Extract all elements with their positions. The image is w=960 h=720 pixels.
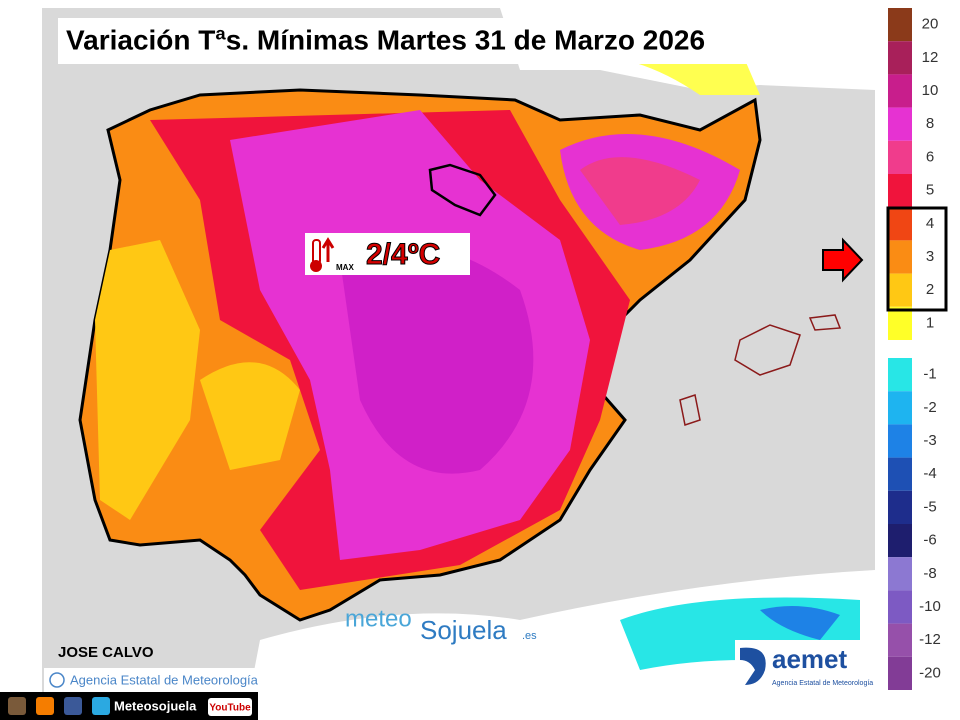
instagram-icon xyxy=(8,697,26,715)
legend-label: 4 xyxy=(926,215,934,232)
legend-swatch xyxy=(888,524,912,558)
legend-label: 10 xyxy=(922,82,939,99)
center-zone xyxy=(340,245,534,474)
pointer-arrow xyxy=(822,237,864,283)
extremadura-warm xyxy=(200,362,300,470)
callout-icon-label: MAX xyxy=(336,263,354,272)
legend-label: -3 xyxy=(923,432,936,449)
legend-label: -12 xyxy=(919,631,941,648)
la-rioja xyxy=(428,163,497,217)
youtube-label: YouTube xyxy=(209,703,251,714)
legend-label: -5 xyxy=(923,498,936,515)
legend: 20 12 10 8 6 5 4 3 2 1 -1 -2 -3 -4 -5 -6 -8 -10 -12 -20 xyxy=(888,8,941,690)
social-handle: Meteosojuela xyxy=(114,698,197,713)
legend-label: 20 xyxy=(922,16,939,33)
logo-name: aemet xyxy=(772,644,847,674)
watermark-sojuela: Sojuela xyxy=(420,615,507,645)
legend-swatch xyxy=(888,8,912,42)
legend-label: 2 xyxy=(926,281,934,298)
legend-swatch xyxy=(888,207,912,241)
title: Variación Tªs. Mínimas Martes 31 de Marz… xyxy=(66,24,705,55)
author: JOSE CALVO xyxy=(58,644,154,661)
copyright-icon xyxy=(49,672,65,688)
facebook-icon xyxy=(64,697,82,715)
legend-swatch xyxy=(888,623,912,657)
legend-swatch xyxy=(888,358,912,392)
legend-swatch xyxy=(888,273,912,307)
legend-label: -10 xyxy=(919,598,941,615)
legend-swatch xyxy=(888,424,912,458)
logo-mark xyxy=(740,647,766,685)
legend-swatch xyxy=(888,656,912,690)
legend-swatch xyxy=(888,74,912,108)
watermark-suffix: .es xyxy=(522,630,537,642)
legend-label: 6 xyxy=(926,148,934,165)
legend-label: -1 xyxy=(923,366,936,383)
legend-swatch xyxy=(888,557,912,591)
legend-label: -6 xyxy=(923,532,936,549)
mallorca xyxy=(734,324,801,376)
logo-subtitle: Agencia Estatal de Meteorología xyxy=(772,680,873,687)
portugal-warm xyxy=(95,240,200,520)
legend-highlight xyxy=(886,206,948,312)
legend-swatch xyxy=(888,174,912,208)
legend-label: -2 xyxy=(923,399,936,416)
legend-label: -20 xyxy=(919,664,941,681)
legend-swatch xyxy=(888,107,912,141)
ibiza xyxy=(679,394,701,426)
credit-box xyxy=(44,668,288,692)
legend-label: 12 xyxy=(922,49,939,66)
legend-label: 5 xyxy=(926,182,934,199)
blogger-icon xyxy=(36,697,54,715)
legend-swatch xyxy=(888,391,912,425)
africa-colder xyxy=(760,606,840,640)
legend-swatch xyxy=(888,457,912,491)
legend-swatch xyxy=(888,41,912,75)
menorca xyxy=(808,314,842,331)
title-box xyxy=(58,18,860,64)
callout-text: 2/4ºC xyxy=(366,238,440,271)
legend-swatch xyxy=(888,490,912,524)
legend-label: 3 xyxy=(926,248,934,265)
youtube-box xyxy=(208,698,252,716)
legend-swatch xyxy=(888,140,912,174)
legend-label: 1 xyxy=(926,314,934,331)
legend-label: -4 xyxy=(923,465,936,482)
legend-label: 8 xyxy=(926,115,934,132)
credit: Agencia Estatal de Meteorología xyxy=(70,672,259,687)
legend-label: -8 xyxy=(923,565,936,582)
ebro-inner xyxy=(580,157,700,225)
legend-swatch xyxy=(888,240,912,274)
twitter-icon xyxy=(92,697,110,715)
callout-box xyxy=(305,233,470,275)
legend-swatch xyxy=(888,306,912,340)
arrow-up xyxy=(321,237,335,262)
legend-swatch xyxy=(888,590,912,624)
watermark-meteo: meteo xyxy=(345,605,412,632)
thermometer-bulb xyxy=(310,260,322,272)
